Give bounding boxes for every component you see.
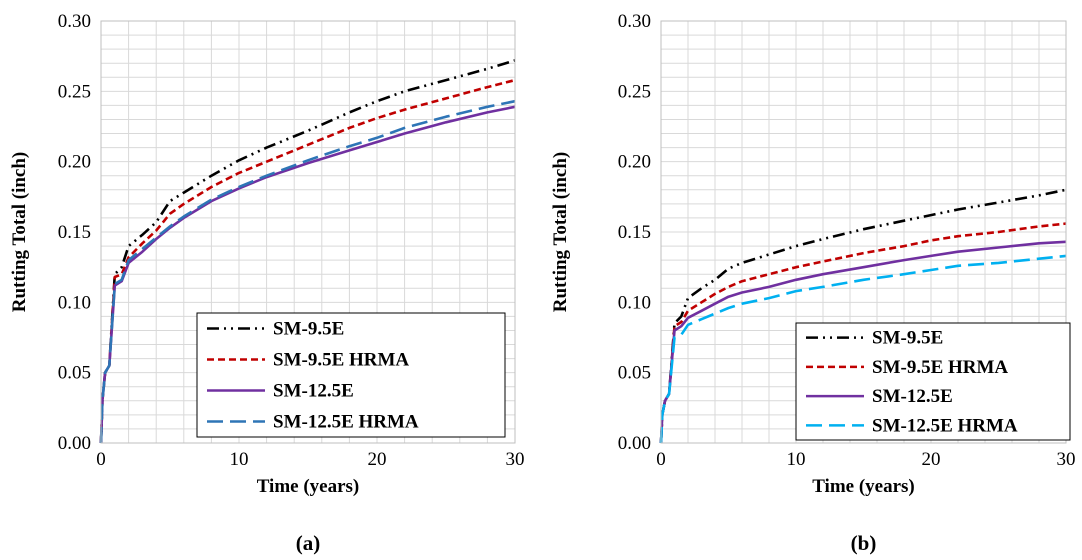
y-axis-title: Rutting Total (inch) bbox=[550, 152, 571, 312]
legend-label: SM-9.5E HRMA bbox=[872, 357, 1008, 378]
legend-b: SM-9.5E SM-9.5E HRMA SM-12.5E SM-12.5E HRMA bbox=[795, 322, 1071, 441]
x-axis-title: Time (years) bbox=[812, 476, 915, 497]
plot-area-border bbox=[660, 20, 1067, 444]
y-tick-label: 0.20 bbox=[618, 152, 651, 173]
axes-b: 0.00 0.05 0.10 0.15 0.20 0.25 0.30 0 10 20 30 Time … bbox=[550, 11, 1076, 555]
chart-a: 0.00 0.05 0.10 0.15 0.20 0.25 0.30 0 10 20 30 Time … bbox=[9, 11, 525, 555]
series-line-b-4 bbox=[659, 254, 1067, 444]
series-line-b-2 bbox=[659, 222, 1067, 444]
y-tick-label: 0.30 bbox=[618, 11, 651, 32]
legend-label: SM-12.5E HRMA bbox=[872, 415, 1018, 436]
series-line-b-1 bbox=[659, 188, 1067, 444]
legend-label: SM-12.5E bbox=[273, 381, 354, 402]
panel-label: (b) bbox=[851, 531, 877, 555]
series-layer-a bbox=[99, 59, 516, 444]
legend-a: SM-9.5E SM-9.5E HRMA SM-12.5E SM-12.5E HRMA bbox=[196, 312, 506, 438]
series-layer-b bbox=[659, 188, 1067, 444]
x-tick-label: 20 bbox=[368, 449, 387, 470]
legend-box bbox=[196, 312, 506, 438]
series-line-a-2 bbox=[99, 78, 516, 444]
series-line-a-4 bbox=[99, 99, 516, 444]
y-tick-label: 0.00 bbox=[618, 433, 651, 454]
y-tick-label: 0.25 bbox=[618, 81, 651, 102]
y-tick-label: 0.05 bbox=[618, 363, 651, 384]
y-tick-label: 0.05 bbox=[58, 363, 91, 384]
x-tick-label: 30 bbox=[506, 449, 525, 470]
y-tick-label: 0.20 bbox=[58, 152, 91, 173]
legend-label: SM-9.5E HRMA bbox=[273, 350, 409, 371]
legend-box bbox=[795, 322, 1071, 441]
y-tick-label: 0.00 bbox=[58, 433, 91, 454]
legend-label: SM-12.5E HRMA bbox=[273, 412, 419, 433]
y-tick-label: 0.25 bbox=[58, 81, 91, 102]
y-tick-label: 0.15 bbox=[618, 222, 651, 243]
panel-label: (a) bbox=[296, 531, 321, 555]
legend-label: SM-9.5E bbox=[273, 319, 344, 340]
x-tick-label: 10 bbox=[230, 449, 249, 470]
x-axis-title: Time (years) bbox=[257, 476, 360, 497]
y-tick-label: 0.15 bbox=[58, 222, 91, 243]
x-tick-label: 10 bbox=[787, 449, 806, 470]
legend-label: SM-9.5E bbox=[872, 328, 943, 349]
x-tick-label: 0 bbox=[96, 449, 106, 470]
y-axis-title: Rutting Total (inch) bbox=[9, 152, 30, 312]
y-tick-label: 0.10 bbox=[618, 292, 651, 313]
axes-a: 0.00 0.05 0.10 0.15 0.20 0.25 0.30 0 10 20 30 Time … bbox=[9, 11, 525, 555]
y-tick-label: 0.30 bbox=[58, 11, 91, 32]
legend-label: SM-12.5E bbox=[872, 386, 953, 407]
y-tick-label: 0.10 bbox=[58, 292, 91, 313]
x-tick-label: 30 bbox=[1057, 449, 1076, 470]
x-tick-label: 0 bbox=[656, 449, 666, 470]
chart-b: 0.00 0.05 0.10 0.15 0.20 0.25 0.30 0 10 20 30 Time … bbox=[550, 11, 1076, 555]
x-tick-label: 20 bbox=[922, 449, 941, 470]
series-line-a-1 bbox=[99, 59, 516, 444]
plot-area-border bbox=[100, 20, 516, 444]
